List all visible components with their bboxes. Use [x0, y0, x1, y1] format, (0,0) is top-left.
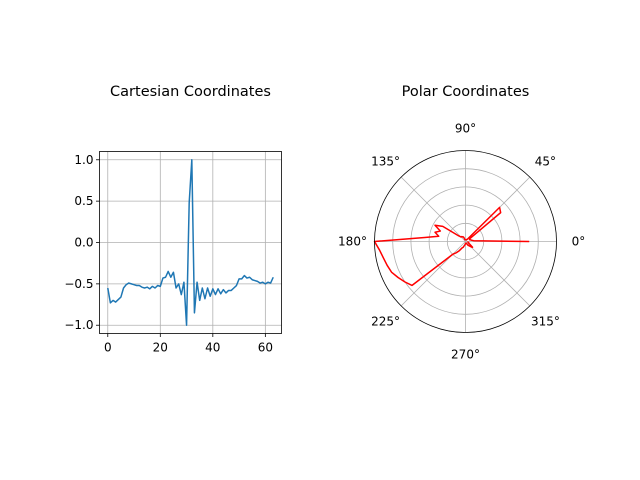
polar-angular-gridline: [400, 176, 466, 242]
polar-angle-tick-label: 225°: [371, 314, 400, 328]
polar-angle-tick-label: 270°: [451, 348, 480, 362]
cartesian-series-line: [107, 159, 274, 326]
polar-series-line: [373, 206, 530, 287]
polar-angle-tick-label: 180°: [338, 235, 367, 249]
polar-angle-tick-label: 135°: [371, 155, 400, 169]
cartesian-chart: Cartesian Coordinates 0 20 40 60 −1.0 −0.5 0.0…: [64, 84, 282, 355]
cartesian-y-tick-label: 0.0: [74, 236, 93, 250]
cartesian-y-tick-label: 1.0: [74, 153, 93, 167]
polar-angle-tick-label: 315°: [531, 314, 560, 328]
polar-angle-tick-label: 90°: [455, 122, 476, 136]
polar-angular-gridline: [465, 241, 531, 307]
polar-angle-ticks: 0° 45° 90° 135° 180° 225° 270° 315°: [338, 122, 585, 362]
polar-angular-gridline: [400, 241, 466, 307]
cartesian-y-tick-label: 0.5: [74, 194, 93, 208]
cartesian-x-tick-label: 40: [205, 341, 220, 355]
polar-angle-tick-label: 45°: [535, 155, 556, 169]
cartesian-title: Cartesian Coordinates: [110, 84, 271, 100]
polar-axes-frame: [374, 150, 557, 333]
cartesian-x-tick-label: 0: [104, 341, 112, 355]
polar-chart: Polar Coordinates 0° 45° 90° 135° 180° 225° 27…: [338, 84, 585, 362]
cartesian-x-tick-label: 60: [258, 341, 273, 355]
cartesian-ticks: 0 20 40 60 −1.0 −0.5 0.0 0.5 1.0: [64, 153, 273, 355]
polar-angle-tick-label: 0°: [572, 235, 586, 249]
cartesian-y-tick-label: −0.5: [64, 277, 93, 291]
cartesian-x-tick-label: 20: [153, 341, 168, 355]
polar-title: Polar Coordinates: [402, 84, 530, 100]
cartesian-y-tick-label: −1.0: [64, 318, 93, 332]
